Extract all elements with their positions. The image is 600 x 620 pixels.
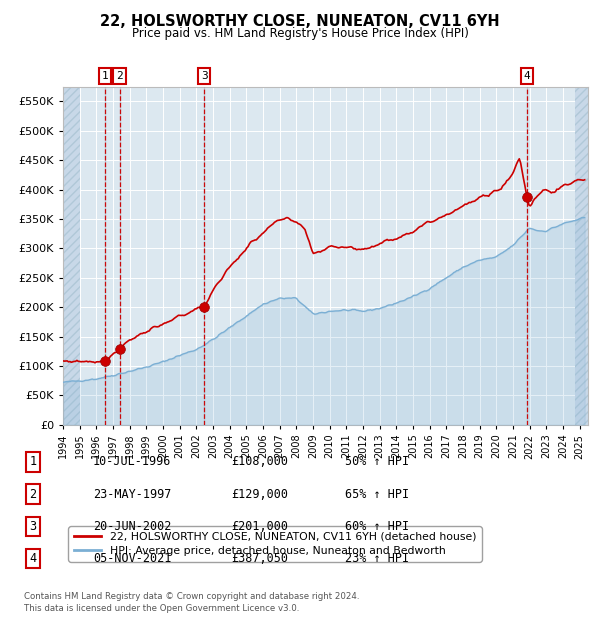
Text: 65% ↑ HPI: 65% ↑ HPI — [345, 488, 409, 500]
Text: 2: 2 — [29, 488, 37, 500]
Text: £129,000: £129,000 — [231, 488, 288, 500]
Text: 60% ↑ HPI: 60% ↑ HPI — [345, 520, 409, 533]
Text: 05-NOV-2021: 05-NOV-2021 — [93, 552, 172, 565]
Text: £387,050: £387,050 — [231, 552, 288, 565]
Text: 22, HOLSWORTHY CLOSE, NUNEATON, CV11 6YH: 22, HOLSWORTHY CLOSE, NUNEATON, CV11 6YH — [100, 14, 500, 29]
Text: £108,000: £108,000 — [231, 456, 288, 468]
Text: 1: 1 — [102, 71, 109, 81]
Text: £201,000: £201,000 — [231, 520, 288, 533]
Text: 50% ↑ HPI: 50% ↑ HPI — [345, 456, 409, 468]
Text: 4: 4 — [524, 71, 530, 81]
Text: 23% ↑ HPI: 23% ↑ HPI — [345, 552, 409, 565]
Legend: 22, HOLSWORTHY CLOSE, NUNEATON, CV11 6YH (detached house), HPI: Average price, d: 22, HOLSWORTHY CLOSE, NUNEATON, CV11 6YH… — [68, 526, 482, 562]
Text: 23-MAY-1997: 23-MAY-1997 — [93, 488, 172, 500]
Text: 2: 2 — [116, 71, 123, 81]
Text: 3: 3 — [29, 520, 37, 533]
Text: 3: 3 — [201, 71, 208, 81]
Bar — [63, 87, 80, 425]
Text: 4: 4 — [29, 552, 37, 565]
Text: 20-JUN-2002: 20-JUN-2002 — [93, 520, 172, 533]
Text: This data is licensed under the Open Government Licence v3.0.: This data is licensed under the Open Gov… — [24, 603, 299, 613]
Bar — [575, 87, 588, 425]
Text: 10-JUL-1996: 10-JUL-1996 — [93, 456, 172, 468]
Text: Contains HM Land Registry data © Crown copyright and database right 2024.: Contains HM Land Registry data © Crown c… — [24, 592, 359, 601]
Text: Price paid vs. HM Land Registry's House Price Index (HPI): Price paid vs. HM Land Registry's House … — [131, 27, 469, 40]
Text: 1: 1 — [29, 456, 37, 468]
